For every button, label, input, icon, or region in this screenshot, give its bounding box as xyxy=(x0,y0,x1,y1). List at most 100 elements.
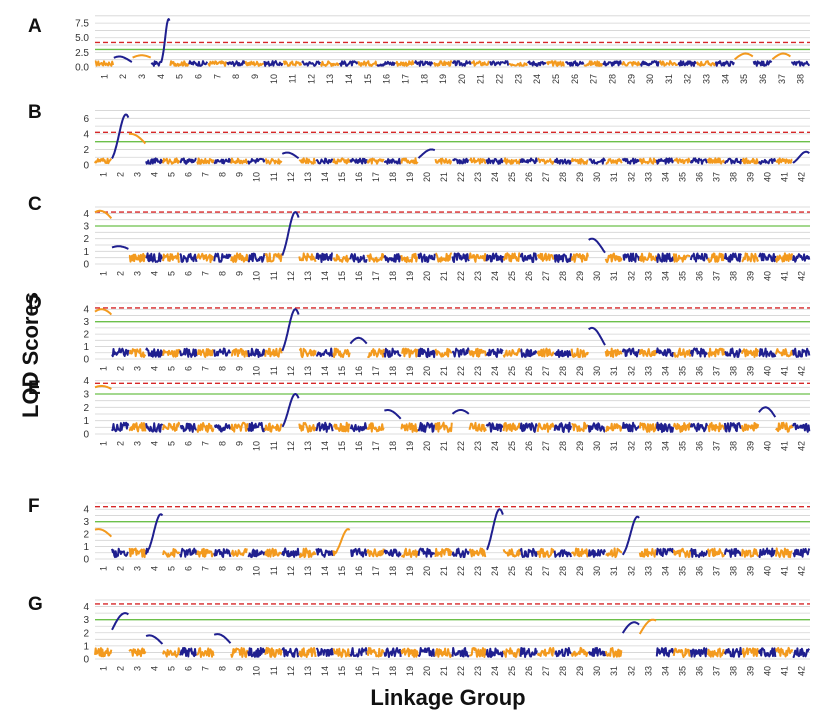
x-tick-label: 32 xyxy=(626,566,636,576)
lod-series-lg-9 xyxy=(230,252,249,263)
lod-series-lg-17 xyxy=(366,157,385,165)
x-tick-label: 9 xyxy=(235,566,245,571)
lod-series-lg-17 xyxy=(395,60,415,67)
x-tick-label: 25 xyxy=(507,566,517,576)
panel-a: 0.02.55.07.5A1 2 3 4 5 6 7 8 9 10 11 12 13 14 15 16 17 18… xyxy=(28,15,811,84)
lod-series-lg-35 xyxy=(672,647,691,658)
x-tick-label: 8 xyxy=(218,666,228,671)
lod-series-lg-9 xyxy=(230,421,249,433)
lod-series-lg-30 xyxy=(588,237,606,254)
x-tick-label: 2 xyxy=(116,566,126,571)
lod-series-lg-31 xyxy=(605,158,623,165)
x-tick-label: 20 xyxy=(422,172,432,182)
x-tick-label: 26 xyxy=(524,666,534,676)
x-tick-label: 17 xyxy=(371,666,381,676)
x-tick-label: 16 xyxy=(354,366,364,376)
lod-series-lg-32 xyxy=(621,157,640,165)
lod-series-lg-11 xyxy=(282,60,303,67)
y-tick-label: 0.0 xyxy=(75,63,89,74)
x-axis-title: Linkage Group xyxy=(370,685,525,710)
y-tick-label: 1 xyxy=(83,247,89,258)
lod-series-lg-17 xyxy=(366,422,385,433)
x-tick-label: 10 xyxy=(252,366,262,376)
lod-series-lg-33 xyxy=(638,422,658,433)
lod-series-lg-40 xyxy=(758,252,777,263)
y-tick-label: 2 xyxy=(83,403,89,414)
x-tick-label: 19 xyxy=(405,441,415,451)
lod-series-lg-22 xyxy=(452,157,470,165)
x-tick-label: 17 xyxy=(371,366,381,376)
x-tick-label: 13 xyxy=(303,271,313,281)
x-tick-label: 30 xyxy=(592,441,602,451)
x-tick-label: 11 xyxy=(269,666,279,675)
x-tick-label: 7 xyxy=(201,172,211,177)
lod-series-lg-14 xyxy=(315,421,334,433)
lod-series-lg-6 xyxy=(179,547,198,558)
lod-series-lg-29 xyxy=(570,547,589,558)
lod-series-lg-31 xyxy=(604,347,623,358)
lod-series-lg-26 xyxy=(519,252,538,263)
lod-series-lg-15 xyxy=(332,157,351,165)
lod-series-lg-1 xyxy=(94,308,113,316)
x-tick-label: 6 xyxy=(184,666,194,671)
lod-series-lg-18 xyxy=(383,157,402,165)
lod-series-lg-34 xyxy=(655,547,675,557)
x-tick-label: 1 xyxy=(99,566,109,571)
x-tick-label: 37 xyxy=(711,172,721,182)
lod-series-lg-28 xyxy=(553,549,572,558)
x-tick-label: 27 xyxy=(589,74,599,84)
lod-series-lg-18 xyxy=(383,647,402,658)
lod-series-lg-1 xyxy=(94,647,113,658)
x-tick-label: 17 xyxy=(371,271,381,281)
lod-series-lg-36 xyxy=(689,547,709,558)
x-tick-label: 35 xyxy=(677,441,687,451)
lod-series-lg-19 xyxy=(400,647,419,658)
x-tick-label: 16 xyxy=(354,271,364,281)
lod-series-lg-14 xyxy=(315,252,333,263)
x-tick-label: 21 xyxy=(439,566,449,576)
y-tick-label: 1 xyxy=(83,641,89,652)
lod-series-lg-42 xyxy=(792,253,811,263)
x-tick-label: 29 xyxy=(626,74,636,84)
x-tick-label: 41 xyxy=(779,366,789,376)
lod-series-lg-2 xyxy=(111,421,130,433)
x-tick-label: 26 xyxy=(524,271,534,281)
x-tick-label: 24 xyxy=(490,172,500,182)
lod-series-lg-13 xyxy=(298,347,317,359)
x-tick-label: 23 xyxy=(473,366,483,376)
lod-series-lg-26 xyxy=(519,547,538,558)
x-tick-label: 23 xyxy=(473,666,483,676)
lod-series-lg-32 xyxy=(621,347,641,358)
x-tick-label: 32 xyxy=(626,172,636,182)
lod-series-lg-16 xyxy=(376,60,397,67)
x-tick-label: 4 xyxy=(150,271,160,276)
lod-series-lg-3 xyxy=(128,348,147,358)
lod-series-lg-15 xyxy=(332,253,350,263)
x-tick-label: 4 xyxy=(150,666,160,671)
x-tick-label: 10 xyxy=(252,566,262,576)
lod-series-lg-4 xyxy=(145,422,164,433)
lod-series-lg-42 xyxy=(792,150,810,164)
lod-series-lg-34 xyxy=(655,647,675,658)
lod-series-lg-29 xyxy=(570,347,589,359)
lod-series-lg-6 xyxy=(179,647,198,658)
x-tick-label: 17 xyxy=(371,441,381,451)
y-tick-label: 2 xyxy=(83,330,89,341)
x-tick-label: 14 xyxy=(320,366,330,376)
x-tick-label: 36 xyxy=(694,666,704,676)
lod-series-lg-36 xyxy=(689,252,709,263)
x-tick-label: 2 xyxy=(116,666,126,671)
x-tick-label: 34 xyxy=(660,441,670,451)
x-tick-label: 12 xyxy=(306,74,316,84)
lod-series-lg-13 xyxy=(319,60,340,67)
x-tick-label: 1 xyxy=(99,441,109,446)
lod-series-lg-20 xyxy=(451,60,472,67)
lod-series-lg-10 xyxy=(247,252,266,263)
x-tick-label: 18 xyxy=(388,172,398,182)
lod-series-lg-38 xyxy=(723,252,743,263)
lod-series-lg-39 xyxy=(741,647,760,658)
lod-series-lg-24 xyxy=(485,157,504,165)
x-tick-label: 3 xyxy=(133,172,143,177)
x-tick-label: 31 xyxy=(609,666,619,676)
